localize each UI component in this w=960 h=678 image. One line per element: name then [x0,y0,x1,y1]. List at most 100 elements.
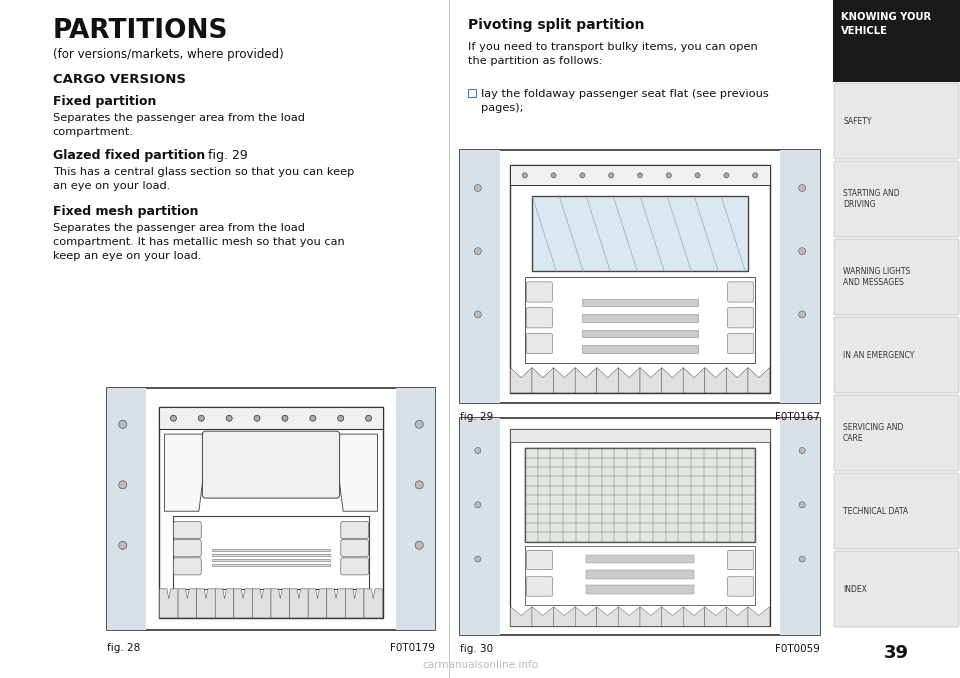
Bar [583,345,698,353]
FancyBboxPatch shape [203,431,340,498]
Circle shape [609,173,613,178]
Circle shape [366,415,372,421]
Circle shape [637,173,642,178]
Text: TECHNICAL DATA: TECHNICAL DATA [843,506,908,515]
Text: CARGO VERSIONS: CARGO VERSIONS [53,73,186,86]
Circle shape [119,420,127,428]
Circle shape [753,173,757,178]
Circle shape [475,447,481,454]
Circle shape [475,556,481,562]
Bar [780,418,820,635]
FancyBboxPatch shape [834,395,959,471]
Bar [511,429,770,442]
Bar [583,330,698,337]
Circle shape [799,184,805,191]
Circle shape [416,541,423,549]
FancyBboxPatch shape [526,282,552,302]
FancyBboxPatch shape [834,317,959,393]
Bar [586,585,694,594]
Circle shape [551,173,556,178]
Bar [460,150,820,403]
Circle shape [474,247,481,255]
Circle shape [799,247,805,255]
Bar [173,516,370,589]
Text: (for versions/markets, where provided): (for versions/markets, where provided) [53,48,283,61]
Bar [511,165,770,185]
Text: fig. 28: fig. 28 [107,643,140,653]
Bar [212,549,330,551]
Polygon shape [640,367,661,393]
Text: carmanualsonline.info: carmanualsonline.info [422,660,538,670]
Circle shape [199,415,204,421]
Bar [525,448,756,542]
Bar [532,195,748,271]
Bar [460,150,499,403]
Text: IN AN EMERGENCY: IN AN EMERGENCY [843,351,914,359]
FancyBboxPatch shape [834,239,959,315]
FancyBboxPatch shape [341,540,369,557]
FancyBboxPatch shape [728,308,754,328]
Polygon shape [640,607,661,626]
Text: fig. 29: fig. 29 [207,149,248,162]
Text: Separates the passenger area from the load
compartment. It has metallic mesh so : Separates the passenger area from the lo… [53,223,345,261]
FancyBboxPatch shape [526,551,552,570]
Bar [396,388,435,630]
Bar [780,150,820,403]
FancyBboxPatch shape [341,558,369,575]
Bar [159,407,382,618]
Bar [583,315,698,321]
Polygon shape [748,607,770,626]
Polygon shape [346,589,364,618]
Polygon shape [727,367,748,393]
Polygon shape [575,367,597,393]
Text: SAFETY: SAFETY [843,117,872,125]
Polygon shape [684,367,705,393]
FancyBboxPatch shape [834,473,959,549]
Text: fig. 29: fig. 29 [460,412,493,422]
Polygon shape [748,367,770,393]
Polygon shape [532,607,554,626]
Bar [583,299,698,306]
FancyBboxPatch shape [834,161,959,237]
Polygon shape [705,367,727,393]
Circle shape [666,173,671,178]
Bar [107,388,435,630]
Polygon shape [333,434,377,511]
Circle shape [475,502,481,508]
Circle shape [119,541,127,549]
Text: INDEX: INDEX [843,584,867,593]
Text: Separates the passenger area from the load
compartment.: Separates the passenger area from the lo… [53,113,305,137]
Polygon shape [597,607,618,626]
Polygon shape [178,589,197,618]
Circle shape [522,173,527,178]
Polygon shape [532,367,554,393]
Polygon shape [234,589,252,618]
Text: If you need to transport bulky items, you can open
the partition as follows:: If you need to transport bulky items, yo… [468,42,757,66]
Circle shape [474,311,481,318]
Bar [460,418,499,635]
Polygon shape [597,367,618,393]
Text: STARTING AND
DRIVING: STARTING AND DRIVING [843,188,900,210]
FancyBboxPatch shape [174,521,202,538]
Text: F0T0179: F0T0179 [390,643,435,653]
Text: lay the foldaway passenger seat flat (see previous
pages);: lay the foldaway passenger seat flat (se… [481,89,768,113]
Polygon shape [271,589,290,618]
Circle shape [227,415,232,421]
Text: WARNING LIGHTS
AND MESSAGES: WARNING LIGHTS AND MESSAGES [843,266,910,287]
Text: Pivoting split partition: Pivoting split partition [468,18,644,32]
Bar [212,559,330,561]
Polygon shape [705,607,727,626]
Polygon shape [308,589,326,618]
Circle shape [282,415,288,421]
Bar [511,429,770,626]
Circle shape [799,311,805,318]
Bar [212,563,330,565]
Polygon shape [252,589,271,618]
Polygon shape [511,367,532,393]
FancyBboxPatch shape [174,558,202,575]
Polygon shape [159,589,178,618]
Circle shape [254,415,260,421]
Polygon shape [290,589,308,618]
Circle shape [310,415,316,421]
Bar [586,555,694,563]
